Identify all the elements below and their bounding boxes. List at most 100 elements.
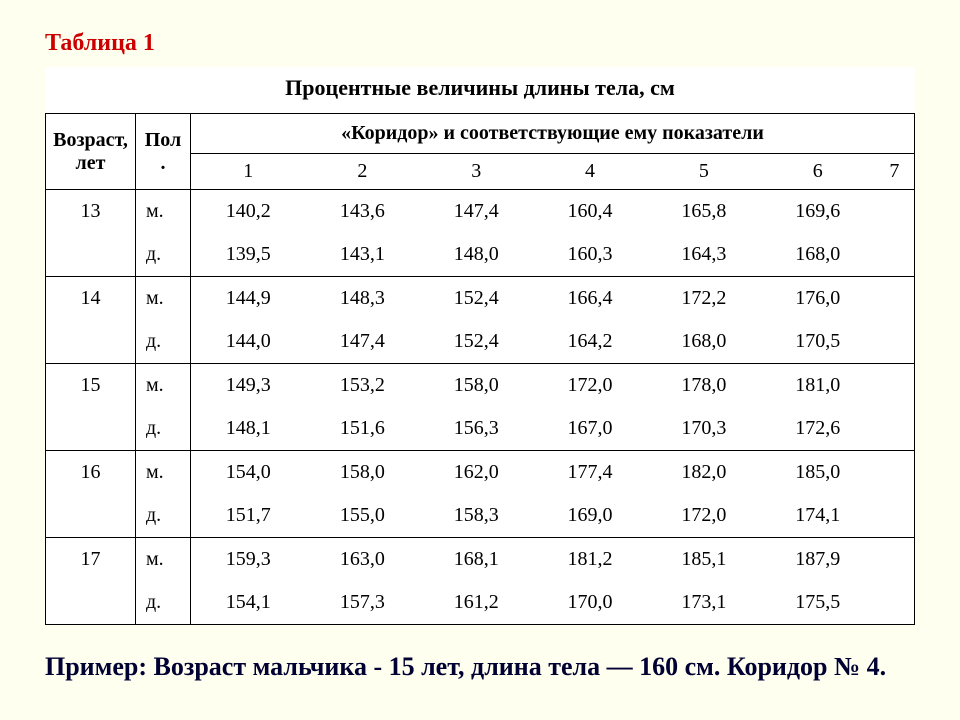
table-title: Процентные величины длины тела, см <box>45 67 915 113</box>
data-cell: 158,0 <box>305 451 419 495</box>
data-cell: 143,6 <box>305 190 419 234</box>
data-cell: 153,2 <box>305 364 419 408</box>
sex-cell: д. <box>136 581 191 625</box>
data-cell: 164,3 <box>647 233 761 277</box>
table-row: 13 м. 140,2 143,6 147,4 160,4 165,8 169,… <box>46 190 915 234</box>
data-cell: 152,4 <box>419 320 533 364</box>
col-header-4: 4 <box>533 154 647 190</box>
data-cell: 151,6 <box>305 407 419 451</box>
table-row: д. 139,5 143,1 148,0 160,3 164,3 168,0 <box>46 233 915 277</box>
data-cell: 143,1 <box>305 233 419 277</box>
data-cell: 172,0 <box>533 364 647 408</box>
data-cell: 185,0 <box>761 451 875 495</box>
data-cell: 158,3 <box>419 494 533 538</box>
sex-cell: м. <box>136 364 191 408</box>
sex-cell: д. <box>136 494 191 538</box>
data-cell: 175,5 <box>761 581 875 625</box>
data-cell: 181,2 <box>533 538 647 582</box>
data-cell: 170,0 <box>533 581 647 625</box>
data-cell: 156,3 <box>419 407 533 451</box>
data-cell <box>875 233 915 277</box>
data-cell <box>875 538 915 582</box>
table-body: 13 м. 140,2 143,6 147,4 160,4 165,8 169,… <box>46 190 915 625</box>
col-header-2: 2 <box>305 154 419 190</box>
data-cell <box>875 407 915 451</box>
data-cell: 176,0 <box>761 277 875 321</box>
corridor-header: «Коридор» и соответствующие ему показате… <box>191 114 915 154</box>
data-cell: 148,1 <box>191 407 306 451</box>
sex-cell: м. <box>136 451 191 495</box>
sex-cell: м. <box>136 538 191 582</box>
data-cell: 163,0 <box>305 538 419 582</box>
table-row: 17 м. 159,3 163,0 168,1 181,2 185,1 187,… <box>46 538 915 582</box>
sex-cell: м. <box>136 190 191 234</box>
sex-cell: м. <box>136 277 191 321</box>
table-row: д. 144,0 147,4 152,4 164,2 168,0 170,5 <box>46 320 915 364</box>
data-cell <box>875 451 915 495</box>
table-row: 15 м. 149,3 153,2 158,0 172,0 178,0 181,… <box>46 364 915 408</box>
data-cell: 168,1 <box>419 538 533 582</box>
data-cell: 174,1 <box>761 494 875 538</box>
data-cell <box>875 320 915 364</box>
data-cell: 158,0 <box>419 364 533 408</box>
age-cell: 14 <box>46 277 136 364</box>
data-cell: 172,6 <box>761 407 875 451</box>
age-cell: 16 <box>46 451 136 538</box>
data-cell: 178,0 <box>647 364 761 408</box>
data-cell: 164,2 <box>533 320 647 364</box>
data-cell: 170,5 <box>761 320 875 364</box>
data-cell: 182,0 <box>647 451 761 495</box>
data-cell: 172,0 <box>647 494 761 538</box>
data-cell: 168,0 <box>761 233 875 277</box>
data-cell: 160,4 <box>533 190 647 234</box>
data-cell: 181,0 <box>761 364 875 408</box>
data-cell: 144,0 <box>191 320 306 364</box>
data-cell: 166,4 <box>533 277 647 321</box>
data-cell: 152,4 <box>419 277 533 321</box>
age-cell: 15 <box>46 364 136 451</box>
data-cell: 148,0 <box>419 233 533 277</box>
age-header: Возраст, лет <box>46 114 136 190</box>
sex-header: Пол . <box>136 114 191 190</box>
data-table: Возраст, лет Пол . «Коридор» и соответст… <box>45 113 915 625</box>
data-cell <box>875 364 915 408</box>
data-cell: 147,4 <box>305 320 419 364</box>
data-cell: 172,2 <box>647 277 761 321</box>
data-cell: 170,3 <box>647 407 761 451</box>
data-cell: 177,4 <box>533 451 647 495</box>
col-header-7: 7 <box>875 154 915 190</box>
sex-cell: д. <box>136 320 191 364</box>
table-header-row-1: Возраст, лет Пол . «Коридор» и соответст… <box>46 114 915 154</box>
data-cell: 148,3 <box>305 277 419 321</box>
data-cell: 159,3 <box>191 538 306 582</box>
sex-cell: д. <box>136 233 191 277</box>
data-cell: 169,6 <box>761 190 875 234</box>
data-cell: 149,3 <box>191 364 306 408</box>
table-row: д. 148,1 151,6 156,3 167,0 170,3 172,6 <box>46 407 915 451</box>
data-cell: 165,8 <box>647 190 761 234</box>
data-cell: 162,0 <box>419 451 533 495</box>
data-cell <box>875 494 915 538</box>
data-cell: 154,0 <box>191 451 306 495</box>
col-header-5: 5 <box>647 154 761 190</box>
sex-cell: д. <box>136 407 191 451</box>
table-wrapper: Процентные величины длины тела, см Возра… <box>45 67 915 625</box>
col-header-6: 6 <box>761 154 875 190</box>
data-cell: 155,0 <box>305 494 419 538</box>
table-row: 14 м. 144,9 148,3 152,4 166,4 172,2 176,… <box>46 277 915 321</box>
age-cell: 17 <box>46 538 136 625</box>
data-cell: 147,4 <box>419 190 533 234</box>
data-cell: 160,3 <box>533 233 647 277</box>
data-cell: 167,0 <box>533 407 647 451</box>
data-cell: 151,7 <box>191 494 306 538</box>
data-cell: 168,0 <box>647 320 761 364</box>
data-cell <box>875 581 915 625</box>
data-cell <box>875 190 915 234</box>
example-text: Пример: Возраст мальчика - 15 лет, длина… <box>45 650 915 684</box>
data-cell: 173,1 <box>647 581 761 625</box>
table-row: 16 м. 154,0 158,0 162,0 177,4 182,0 185,… <box>46 451 915 495</box>
age-cell: 13 <box>46 190 136 277</box>
data-cell: 169,0 <box>533 494 647 538</box>
col-header-3: 3 <box>419 154 533 190</box>
data-cell <box>875 277 915 321</box>
